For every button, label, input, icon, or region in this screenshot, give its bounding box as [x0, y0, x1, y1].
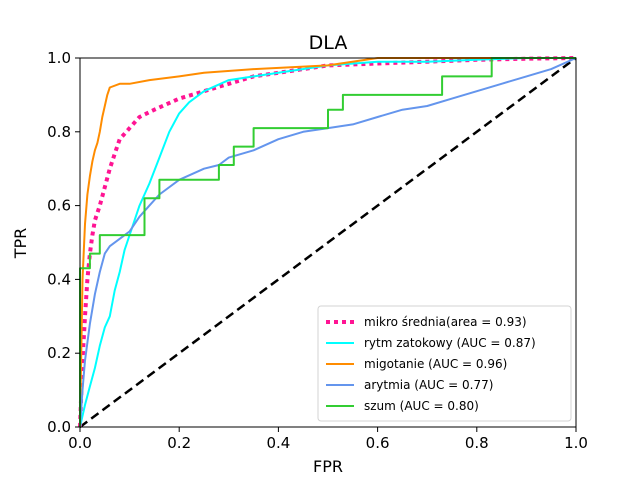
y-tick-label: 0.6 [47, 197, 71, 215]
legend-label-2: rytm zatokowy (AUC = 0.87) [364, 336, 536, 350]
plot-area [78, 56, 577, 429]
y-tick-label: 0.8 [47, 123, 71, 141]
x-axis-ticks: 0.0 0.2 0.4 0.6 0.8 1.0 [68, 427, 588, 452]
y-tick-label: 0.2 [47, 344, 71, 362]
legend: mikro średnia(area = 0.93) rytm zatokowy … [317, 305, 572, 422]
y-tick-label: 1.0 [47, 49, 71, 67]
axes-frame [79, 57, 577, 428]
x-tick-label: 0.0 [68, 434, 92, 452]
x-tick-label: 0.8 [465, 434, 489, 452]
x-tick-label: 0.4 [266, 434, 290, 452]
series-line-1 [78, 56, 577, 428]
legend-label-4: arytmia (AUC = 0.77) [364, 378, 493, 392]
y-axis-ticks: 0.0 0.2 0.4 0.6 0.8 1.0 [47, 49, 80, 436]
legend-box [317, 305, 572, 422]
series-line-2 [79, 57, 576, 428]
series-line-5 [79, 57, 576, 427]
x-tick-label: 0.6 [366, 434, 390, 452]
x-tick-label: 1.0 [564, 434, 588, 452]
y-tick-label: 0.0 [47, 418, 71, 436]
chart-title: DLA [309, 32, 348, 54]
legend-label-5: szum (AUC = 0.80) [364, 399, 479, 413]
x-axis-label: FPR [313, 457, 343, 476]
y-tick-label: 0.4 [47, 270, 71, 288]
legend-label-1: mikro średnia(area = 0.93) [364, 315, 527, 329]
diagonal-reference-line [79, 56, 577, 429]
x-tick-label: 0.2 [167, 434, 191, 452]
legend-label-3: migotanie (AUC = 0.96) [364, 357, 507, 371]
y-axis-label: TPR [11, 228, 30, 260]
series-line-3 [79, 57, 576, 428]
